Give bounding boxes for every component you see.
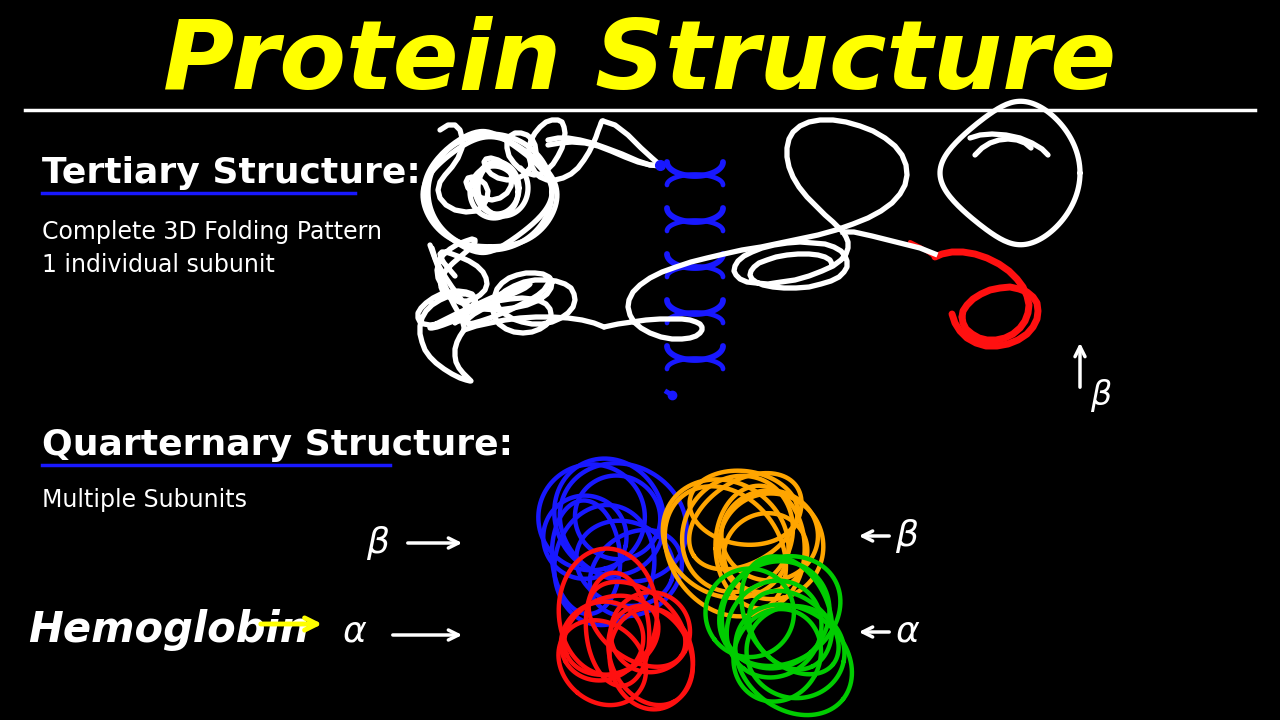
- Text: Tertiary Structure:: Tertiary Structure:: [42, 156, 421, 190]
- Text: Quarternary Structure:: Quarternary Structure:: [42, 428, 513, 462]
- Text: $\beta$: $\beta$: [1091, 377, 1112, 413]
- Text: 1 individual subunit: 1 individual subunit: [42, 253, 275, 277]
- Text: Complete 3D Folding Pattern: Complete 3D Folding Pattern: [42, 220, 381, 244]
- Text: Hemoglobin: Hemoglobin: [28, 609, 310, 651]
- Text: $\alpha$: $\alpha$: [342, 615, 367, 649]
- Text: $\alpha$: $\alpha$: [895, 615, 920, 649]
- Text: Multiple Subunits: Multiple Subunits: [42, 488, 247, 512]
- Text: $\beta$: $\beta$: [366, 524, 390, 562]
- Text: Protein Structure: Protein Structure: [164, 16, 1116, 109]
- Text: $\beta$: $\beta$: [895, 517, 919, 555]
